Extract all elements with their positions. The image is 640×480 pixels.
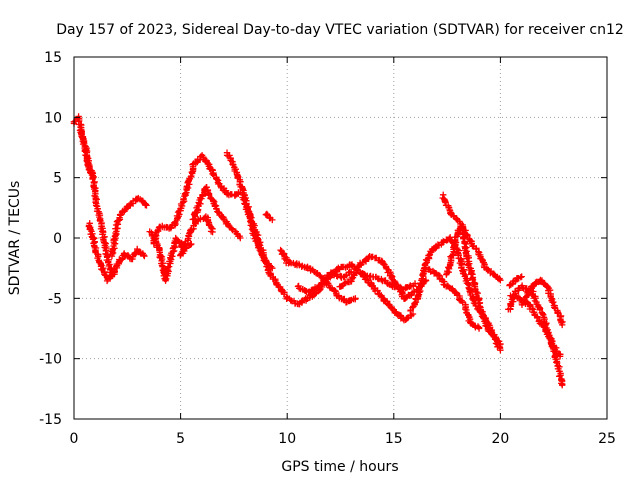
series-track-21 (507, 292, 564, 360)
y-tick-label: 10 (44, 110, 62, 126)
y-tick-label: -5 (48, 291, 62, 307)
series-track-13 (294, 261, 417, 324)
series-track-2 (76, 126, 97, 181)
series-track-17 (443, 223, 504, 348)
series-track-23 (506, 273, 525, 289)
series-track-22 (518, 276, 566, 329)
x-axis-label: GPS time / hours (281, 459, 398, 475)
x-tick-label: 5 (176, 431, 185, 447)
x-tick-label: 15 (385, 431, 403, 447)
data-series (70, 113, 566, 389)
x-tick-label: 10 (278, 431, 296, 447)
y-tick-label: 0 (53, 231, 62, 247)
y-tick-label: 15 (44, 50, 62, 66)
series-track-15 (358, 270, 419, 293)
series-track-11 (262, 210, 276, 224)
y-tick-label: 5 (53, 171, 62, 187)
y-axis-label: SDTVAR / TECUs (7, 181, 23, 296)
y-tick-label: -10 (39, 352, 62, 368)
series-track-7 (189, 184, 244, 242)
series-track-19 (422, 264, 483, 332)
x-tick-label: 25 (598, 431, 616, 447)
series-track-18 (439, 191, 504, 284)
x-tick-label: 20 (491, 431, 509, 447)
series-track-9 (223, 149, 355, 308)
chart-title: Day 157 of 2023, Sidereal Day-to-day VTE… (56, 22, 624, 38)
series-track-3 (85, 220, 118, 285)
axes: 0 5 10 15 20 25 -15 -10 -5 0 5 10 15 (39, 50, 616, 447)
series-track-6 (150, 152, 244, 247)
series-track-10 (239, 191, 276, 272)
y-tick-label: -15 (39, 412, 62, 428)
series-track-4 (108, 194, 150, 260)
x-tick-label: 0 (70, 431, 79, 447)
series-track-8 (177, 213, 216, 259)
